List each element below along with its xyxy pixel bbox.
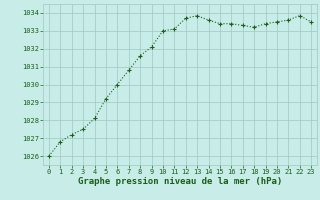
X-axis label: Graphe pression niveau de la mer (hPa): Graphe pression niveau de la mer (hPa)	[78, 177, 282, 186]
